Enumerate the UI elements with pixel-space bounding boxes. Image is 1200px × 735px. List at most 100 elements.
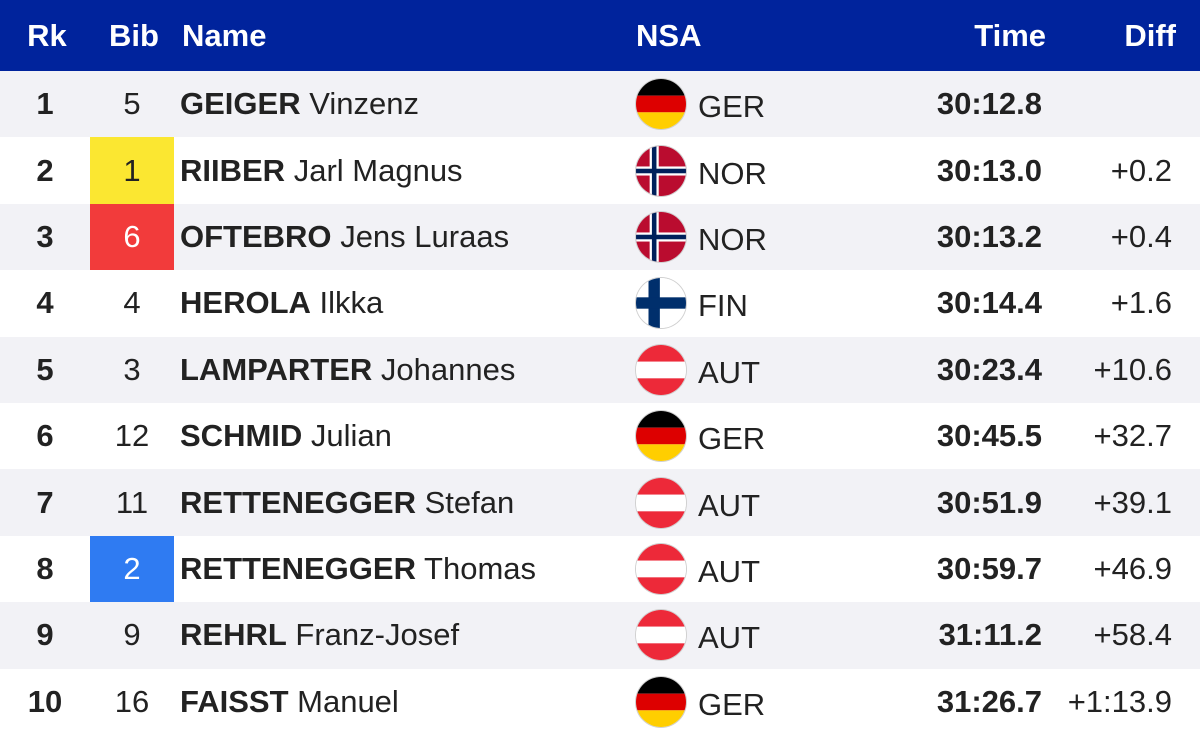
athlete-name[interactable]: SCHMID Julian	[174, 418, 632, 454]
table-row[interactable]: 8 2 RETTENEGGER Thomas AUT 30:59.7 +46.9	[0, 535, 1200, 603]
athlete-name[interactable]: FAISST Manuel	[174, 684, 632, 720]
nsa-cell: GER	[632, 676, 852, 727]
germany-flag-icon	[636, 676, 686, 727]
norway-flag-icon	[636, 211, 686, 262]
time-cell: 30:13.0	[936, 152, 1042, 188]
table-row[interactable]: 2 1 RIIBER Jarl Magnus NOR 30:13.0 +0.2	[0, 137, 1200, 204]
rank-cell: 7	[36, 484, 54, 520]
athlete-last-name: REHRL	[180, 617, 287, 653]
time-cell: 30:23.4	[936, 351, 1042, 387]
bib-cell: 4	[123, 285, 141, 321]
rank-cell: 8	[36, 550, 54, 586]
diff-cell: +58.4	[1093, 617, 1172, 653]
austria-flag-icon	[636, 610, 686, 661]
athlete-last-name: HEROLA	[180, 285, 311, 321]
nsa-code: AUT	[698, 553, 760, 589]
athlete-first-name: Johannes	[380, 351, 516, 387]
bib-cell: 6	[90, 203, 174, 271]
header-bib[interactable]: Bib	[109, 17, 159, 53]
nsa-cell: FIN	[632, 278, 852, 329]
athlete-last-name: OFTEBRO	[180, 218, 332, 254]
athlete-name[interactable]: RETTENEGGER Stefan	[174, 485, 632, 521]
athlete-last-name: GEIGER	[180, 86, 301, 122]
diff-cell: +0.2	[1110, 152, 1172, 188]
table-row[interactable]: 4 4 HEROLA Ilkka FIN 30:14.4 +1.6	[0, 270, 1200, 337]
rank-cell: 9	[36, 617, 54, 653]
table-row[interactable]: 9 9 REHRL Franz-Josef AUT 31:11.2 +58.4	[0, 602, 1200, 669]
athlete-last-name: SCHMID	[180, 418, 303, 454]
bib-cell: 9	[123, 617, 141, 653]
athlete-first-name: Stefan	[424, 484, 515, 520]
athlete-last-name: RIIBER	[180, 152, 286, 188]
athlete-first-name: Thomas	[424, 550, 537, 586]
header-rank[interactable]: Rk	[27, 17, 67, 53]
diff-cell: +10.6	[1093, 351, 1172, 387]
header-diff[interactable]: Diff	[1124, 17, 1176, 53]
diff-cell: +1.6	[1110, 285, 1172, 321]
table-row[interactable]: 6 12 SCHMID Julian GER 30:45.5 +32.7	[0, 402, 1200, 470]
nsa-cell: GER	[632, 79, 852, 130]
rank-cell: 2	[36, 152, 54, 188]
austria-flag-icon	[636, 543, 686, 594]
header-name[interactable]: Name	[182, 17, 267, 53]
nsa-code: GER	[698, 686, 766, 722]
austria-flag-icon	[636, 344, 686, 395]
time-cell: 30:51.9	[936, 484, 1042, 520]
diff-cell: +46.9	[1093, 550, 1172, 586]
time-cell: 30:13.2	[936, 218, 1042, 254]
athlete-first-name: Ilkka	[319, 285, 384, 321]
table-row[interactable]: 1 5 GEIGER Vinzenz GER 30:12.8	[0, 71, 1200, 138]
bib-cell: 16	[114, 683, 150, 719]
norway-flag-icon	[636, 145, 686, 196]
nsa-code: AUT	[698, 620, 760, 656]
diff-cell: +1:13.9	[1067, 683, 1172, 719]
table-row[interactable]: 5 3 LAMPARTER Johannes AUT 30:23.4 +10.6	[0, 336, 1200, 403]
nsa-cell: AUT	[632, 477, 852, 528]
time-cell: 31:26.7	[936, 683, 1042, 719]
nsa-cell: NOR	[632, 145, 852, 196]
bib-cell: 2	[90, 535, 174, 603]
nsa-code: NOR	[698, 221, 767, 257]
athlete-name[interactable]: REHRL Franz-Josef	[174, 617, 632, 653]
diff-cell: +39.1	[1093, 484, 1172, 520]
athlete-last-name: LAMPARTER	[180, 351, 373, 387]
nsa-code: AUT	[698, 354, 760, 390]
athlete-last-name: FAISST	[180, 683, 289, 719]
header-nsa[interactable]: NSA	[636, 17, 702, 53]
table-header: Rk Bib Name NSA Time Diff	[0, 0, 1200, 71]
rank-cell: 10	[27, 683, 63, 719]
nsa-cell: NOR	[632, 211, 852, 262]
nsa-code: GER	[698, 421, 766, 457]
athlete-name[interactable]: HEROLA Ilkka	[174, 285, 632, 321]
rank-cell: 4	[36, 285, 54, 321]
athlete-first-name: Vinzenz	[309, 86, 419, 122]
time-cell: 30:59.7	[936, 550, 1042, 586]
germany-flag-icon	[636, 411, 686, 462]
bib-cell: 5	[123, 86, 141, 122]
nsa-cell: AUT	[632, 344, 852, 395]
athlete-name[interactable]: RETTENEGGER Thomas	[174, 551, 632, 587]
athlete-last-name: RETTENEGGER	[180, 550, 416, 586]
athlete-name[interactable]: RIIBER Jarl Magnus	[174, 153, 632, 189]
diff-cell: +32.7	[1093, 418, 1172, 454]
athlete-first-name: Franz-Josef	[295, 617, 460, 653]
table-row[interactable]: 7 11 RETTENEGGER Stefan AUT 30:51.9 +39.1	[0, 469, 1200, 536]
rank-cell: 3	[36, 218, 54, 254]
rank-cell: 5	[36, 351, 54, 387]
time-cell: 30:12.8	[936, 86, 1042, 122]
bib-cell: 12	[114, 418, 150, 454]
bib-cell: 11	[115, 484, 149, 520]
time-cell: 30:14.4	[936, 285, 1042, 321]
athlete-name[interactable]: OFTEBRO Jens Luraas	[174, 219, 632, 255]
athlete-name[interactable]: LAMPARTER Johannes	[174, 352, 632, 388]
nsa-code: AUT	[698, 487, 760, 523]
header-time[interactable]: Time	[974, 17, 1046, 53]
time-cell: 31:11.2	[938, 617, 1042, 653]
finland-flag-icon	[636, 278, 686, 329]
nsa-cell: GER	[632, 411, 852, 462]
table-row[interactable]: 10 16 FAISST Manuel GER 31:26.7 +1:13.9	[0, 668, 1200, 735]
athlete-name[interactable]: GEIGER Vinzenz	[174, 86, 632, 122]
nsa-cell: AUT	[632, 543, 852, 594]
table-row[interactable]: 3 6 OFTEBRO Jens Luraas NOR 30:13.2 +0.4	[0, 203, 1200, 271]
athlete-first-name: Jarl Magnus	[293, 152, 463, 188]
